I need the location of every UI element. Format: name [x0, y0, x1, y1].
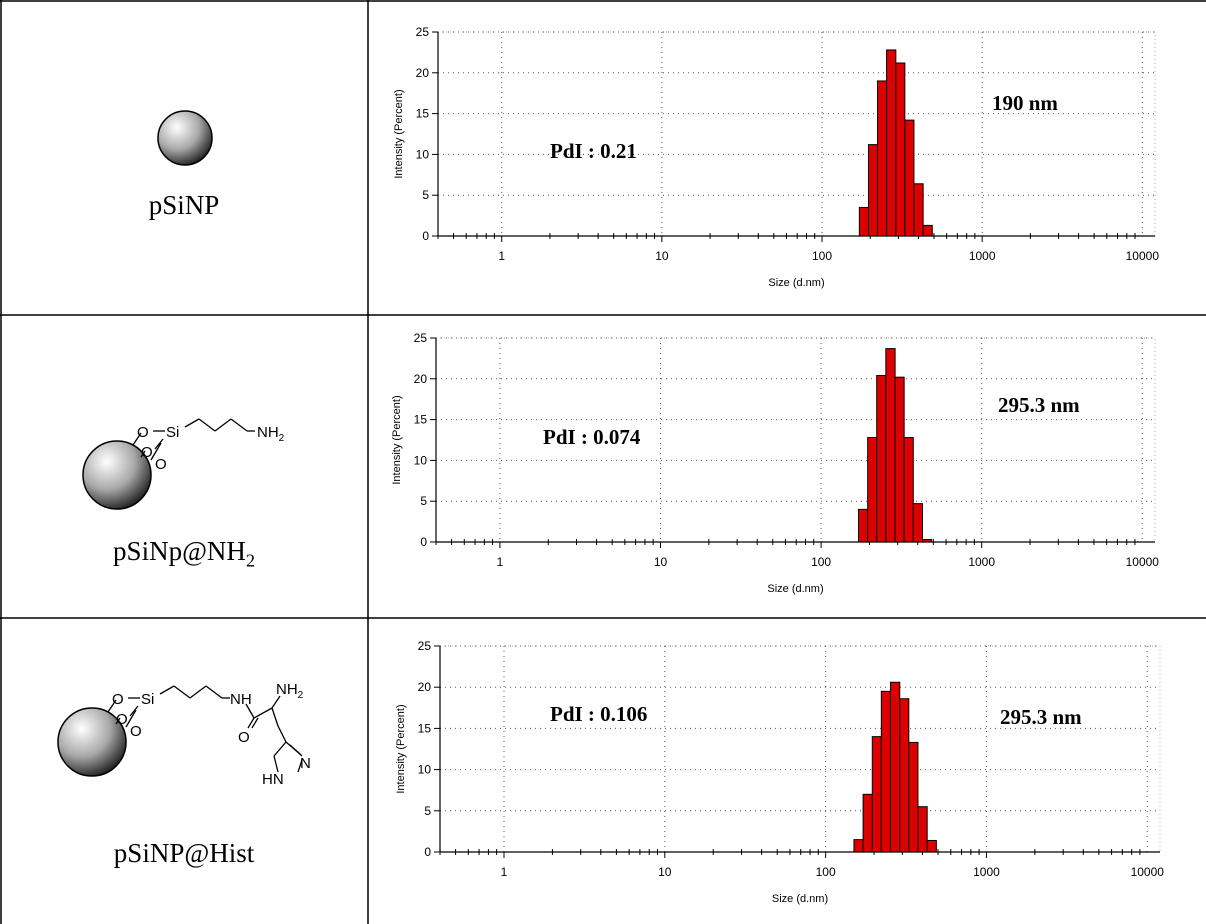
- x-tick-label: 1: [497, 555, 504, 569]
- dls-size-chart: 0 5 10 15 20 25 1 10 100 1000 10000 Size (d.nm) Inte…: [395, 639, 1165, 905]
- x-tick-label: 10: [654, 555, 668, 569]
- amine-label: NH2: [257, 424, 285, 444]
- histogram-bar: [876, 375, 887, 543]
- pdi-annotation: PdI : 0.074: [543, 425, 641, 449]
- y-tick-label: 10: [418, 763, 432, 777]
- histogram-bar: [926, 839, 937, 853]
- x-tick-label: 10000: [1131, 865, 1165, 879]
- oxygen-label: O: [155, 456, 167, 473]
- y-tick-label: 10: [416, 147, 430, 161]
- x-tick-label: 1000: [973, 865, 1000, 879]
- y-tick-label: 5: [424, 804, 431, 818]
- x-tick-label: 1000: [968, 555, 995, 569]
- x-axis-label: Size (d.nm): [767, 583, 823, 595]
- y-axis-label: Intensity (Percent): [391, 395, 403, 484]
- amine-functionalized-structure: O O O Si NH2: [82, 418, 285, 510]
- silicon-label: Si: [141, 691, 154, 708]
- size-annotation: 190 nm: [992, 91, 1058, 115]
- sample-name: pSiNp@NH2: [113, 536, 255, 571]
- plot-frame: [437, 31, 1156, 237]
- oxygen-label: O: [116, 711, 128, 728]
- histogram-bar: [913, 183, 924, 237]
- histogram-bar: [922, 539, 933, 543]
- sample-name: pSiNP: [148, 190, 220, 220]
- histogram-bar: [886, 49, 897, 237]
- y-tick-label: 15: [414, 413, 428, 427]
- silicon-label: Si: [166, 424, 179, 441]
- histogram-bar: [853, 839, 864, 853]
- histogram-bar: [871, 736, 882, 853]
- histogram-bar: [917, 806, 928, 853]
- sample-name: pSiNP@Hist: [113, 838, 255, 868]
- y-tick-label: 20: [416, 66, 430, 80]
- size-annotation: 295.3 nm: [998, 393, 1080, 417]
- histogram-bar: [867, 437, 878, 543]
- histogram-bar: [912, 503, 924, 543]
- pdi-annotation: PdI : 0.106: [550, 702, 647, 726]
- amine-label: NH2: [276, 681, 304, 701]
- y-tick-label: 25: [416, 25, 430, 39]
- y-tick-label: 25: [418, 639, 432, 653]
- x-tick-label: 100: [812, 249, 832, 263]
- x-tick-label: 10000: [1126, 249, 1160, 263]
- amide-nh-label: NH: [230, 691, 252, 708]
- y-tick-label: 0: [420, 535, 427, 549]
- nanoparticle-sphere-icon: [157, 110, 213, 166]
- y-tick-label: 0: [422, 229, 429, 243]
- histogram-bar: [858, 206, 869, 237]
- oxygen-label: O: [141, 444, 153, 461]
- histogram-bar: [858, 508, 869, 543]
- y-tick-label: 15: [416, 107, 430, 121]
- y-tick-label: 5: [420, 494, 427, 508]
- oxygen-label: O: [137, 424, 149, 441]
- dls-size-chart: 0 5 10 15 20 25 1 10 100 1000 10000 Size (d.nm) Inte…: [393, 25, 1160, 289]
- oxygen-label: O: [130, 723, 142, 740]
- y-tick-label: 20: [418, 680, 432, 694]
- histogram-bar: [908, 741, 919, 853]
- histogram-bar: [862, 793, 873, 853]
- x-tick-label: 10: [655, 249, 669, 263]
- oxygen-label: O: [112, 691, 124, 708]
- y-tick-label: 0: [424, 845, 431, 859]
- histogram-bar: [889, 681, 901, 853]
- carbonyl-oxygen-label: O: [238, 729, 250, 746]
- y-tick-label: 25: [414, 331, 428, 345]
- pdi-annotation: PdI : 0.21: [550, 139, 637, 163]
- x-tick-label: 1000: [969, 249, 996, 263]
- y-axis-label: Intensity (Percent): [393, 89, 405, 178]
- imidazole-n-label: N: [300, 755, 311, 772]
- y-axis-label: Intensity (Percent): [395, 704, 407, 793]
- x-tick-label: 1: [498, 249, 505, 263]
- histogram-bar: [922, 224, 933, 237]
- histogram-bar: [885, 348, 896, 543]
- histogram-bar: [867, 144, 878, 237]
- histogram-bar: [880, 690, 891, 853]
- x-tick-label: 100: [816, 865, 836, 879]
- histogram-bar: [876, 80, 888, 237]
- histogram-bar: [904, 119, 915, 237]
- plot-frame: [439, 645, 1161, 853]
- x-tick-label: 1: [501, 865, 508, 879]
- y-tick-label: 10: [414, 453, 428, 467]
- size-annotation: 295.3 nm: [1000, 705, 1082, 729]
- histogram-bar: [894, 376, 905, 543]
- dls-size-chart: 0 5 10 15 20 25 1 10 100 1000 10000 Size (d.nm) Inte…: [391, 331, 1160, 595]
- imidazole-hn-label: HN: [262, 771, 284, 788]
- x-axis-label: Size (d.nm): [772, 893, 828, 905]
- histidine-functionalized-structure: O O O Si NH NH2 O N HN: [57, 681, 311, 788]
- histogram-bar: [903, 437, 914, 543]
- x-tick-label: 10000: [1126, 555, 1160, 569]
- y-tick-label: 5: [422, 188, 429, 202]
- x-tick-label: 10: [658, 865, 672, 879]
- y-tick-label: 20: [414, 372, 428, 386]
- histogram-bar: [895, 62, 906, 237]
- histogram-bar: [899, 698, 910, 853]
- x-tick-label: 100: [811, 555, 831, 569]
- x-axis-label: Size (d.nm): [768, 277, 824, 289]
- y-tick-label: 15: [418, 721, 432, 735]
